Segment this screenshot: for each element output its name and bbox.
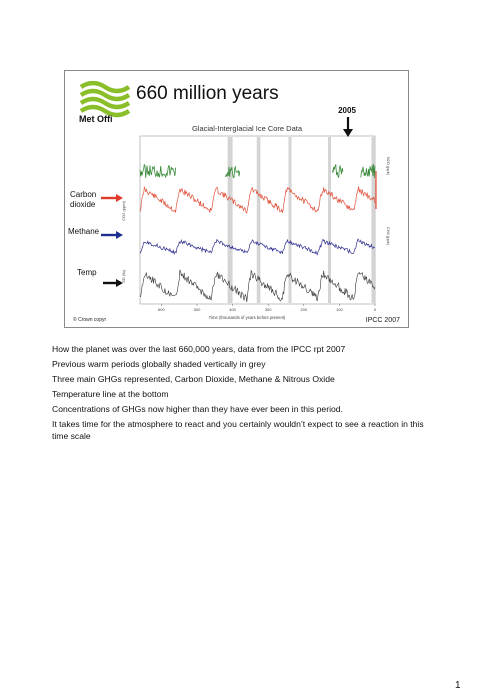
note-line: How the planet was over the last 660,000… [52, 344, 346, 354]
warm-period-band [328, 137, 331, 303]
left-axis-label-dd: δD (‰) [121, 269, 126, 283]
x-tick-label: 600 [158, 307, 165, 312]
source-text: IPCC 2007 [366, 317, 400, 324]
note-line: Previous warm periods globally shaded ve… [52, 358, 266, 369]
speaker-notes: How the planet was over the last 660,000… [52, 343, 432, 445]
note-line: Temperature line at the bottom [52, 388, 169, 399]
right-axis-label-ch4: CH4 (ppb) [386, 227, 391, 246]
series-n2o-segment [225, 165, 241, 179]
page-number: 1 [455, 680, 461, 691]
warm-period-band [227, 137, 233, 303]
x-tick-label: 500 [194, 307, 201, 312]
x-axis-label: Time (thousands of years before present) [209, 315, 286, 320]
series-temp [139, 269, 376, 303]
series-n2o-segment [360, 163, 376, 178]
warm-period-band [288, 137, 292, 303]
x-tick-label: 300 [265, 307, 272, 312]
methane-arrow [101, 231, 123, 239]
logo-text: Met Offi [79, 114, 113, 124]
warm-period-band [371, 137, 375, 303]
warm-period-band [256, 137, 261, 303]
note-line: Concentrations of GHGs now higher than t… [52, 403, 343, 414]
slide-title: 660 million years [136, 83, 279, 104]
x-tick-label: 0 [374, 307, 377, 312]
co2-arrow-label-line2: dioxide [70, 200, 96, 209]
x-tick-label: 200 [300, 307, 307, 312]
x-tick-label: 400 [229, 307, 236, 312]
x-tick-label: 100 [336, 307, 343, 312]
series-methane [139, 238, 376, 256]
chart-title: Glacial-Interglacial Ice Core Data [192, 124, 303, 133]
methane-arrow-label: Methane [68, 227, 100, 236]
temp-arrow-label: Temp [77, 268, 97, 277]
note-line: Three main GHGs represented, Carbon Diox… [52, 373, 335, 384]
co2-arrow-label-line1: Carbon [70, 190, 96, 199]
temp-arrow [103, 279, 123, 287]
copyright-text: © Crown copyr [73, 316, 106, 323]
ice-core-chart: 600 500 400 300 200 100 0 Glacial-Interglacial… [68, 106, 400, 324]
co2-arrow [101, 194, 123, 202]
series-co2 [139, 186, 376, 214]
series-n2o-segment [139, 164, 176, 179]
marker-label-2005: 2005 [338, 106, 356, 115]
marker-arrow-2005 [343, 117, 353, 137]
note-line: It takes time for the atmosphere to reac… [52, 418, 424, 441]
met-office-logo-icon [79, 81, 131, 118]
series-n2o-segment [331, 164, 344, 178]
slide-thumbnail: Met Offi 660 million years 600 500 400 300 2… [64, 70, 409, 328]
left-axis-label-co2: CO2 (ppm) [121, 200, 126, 220]
right-axis-label-n2o: N2O (ppb) [386, 157, 391, 176]
